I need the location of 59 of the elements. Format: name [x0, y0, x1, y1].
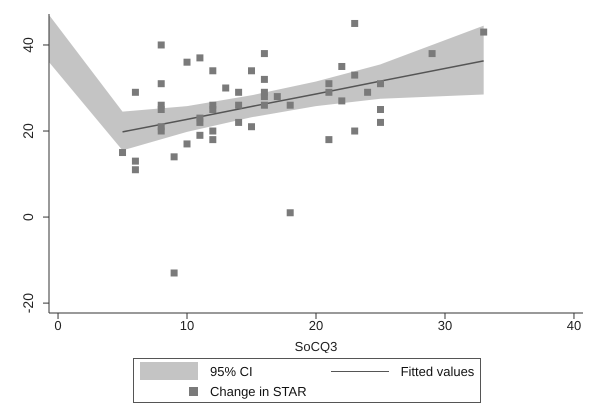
- point: [260, 50, 268, 58]
- point: [184, 58, 191, 66]
- y-tick-label: 0: [20, 212, 36, 221]
- point: [119, 149, 126, 156]
- point: [209, 128, 216, 135]
- point: [184, 140, 191, 148]
- point: [376, 80, 384, 88]
- point: [235, 102, 242, 109]
- point: [170, 269, 178, 276]
- point: [235, 88, 242, 96]
- y-tick-label: 40: [20, 36, 36, 53]
- point: [158, 41, 165, 48]
- point: [209, 136, 216, 144]
- point: [260, 76, 268, 83]
- point: [325, 88, 332, 96]
- point: [274, 93, 281, 100]
- point: [286, 209, 294, 216]
- point: [338, 62, 346, 70]
- point: [132, 166, 139, 174]
- legend-label: Change in STAR: [210, 384, 307, 399]
- x-tick-label: 30: [438, 318, 452, 334]
- line-series: [122, 60, 484, 133]
- x-tick-label: 0: [54, 318, 62, 334]
- point: [325, 136, 332, 144]
- point: [480, 28, 488, 36]
- point: [158, 106, 165, 114]
- point: [196, 54, 204, 62]
- y-tick-label: -20: [20, 292, 36, 314]
- point: [376, 106, 384, 114]
- point: [235, 118, 242, 126]
- point: [351, 20, 358, 27]
- point: [364, 88, 372, 96]
- point: [196, 132, 204, 139]
- x-tick-label: 20: [308, 318, 324, 334]
- point: [376, 118, 384, 126]
- point: [170, 153, 178, 160]
- y-tick-label: 20: [20, 123, 36, 139]
- legend-label: Fitted values: [400, 364, 474, 378]
- point: [248, 67, 256, 74]
- point: [338, 97, 346, 104]
- x-tick-label: 40: [566, 318, 582, 334]
- point: [209, 106, 216, 114]
- point: [325, 80, 332, 88]
- point: [158, 80, 165, 88]
- point: [209, 67, 216, 74]
- point: [260, 102, 268, 109]
- point: [248, 123, 256, 130]
- point: [158, 128, 165, 135]
- point: [286, 102, 294, 109]
- x-tick-label: 10: [180, 318, 194, 334]
- point: [132, 88, 139, 96]
- point: [428, 50, 436, 58]
- point: [222, 84, 230, 92]
- point: [351, 72, 358, 79]
- point: [196, 118, 204, 126]
- text: 95% CI: [210, 364, 253, 378]
- point: [260, 93, 268, 100]
- point: [132, 158, 139, 165]
- point: [351, 128, 358, 135]
